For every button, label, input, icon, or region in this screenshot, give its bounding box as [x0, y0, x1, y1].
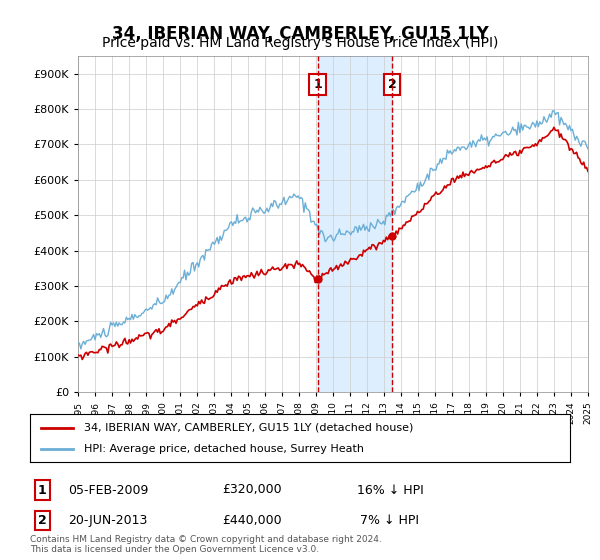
Text: 34, IBERIAN WAY, CAMBERLEY, GU15 1LY: 34, IBERIAN WAY, CAMBERLEY, GU15 1LY [112, 25, 488, 43]
Bar [317, 56, 392, 392]
Text: 1: 1 [38, 483, 46, 497]
Text: 34, IBERIAN WAY, CAMBERLEY, GU15 1LY (detached house): 34, IBERIAN WAY, CAMBERLEY, GU15 1LY (de… [84, 423, 413, 433]
Text: HPI: Average price, detached house, Surrey Heath: HPI: Average price, detached house, Surr… [84, 444, 364, 454]
Text: 2: 2 [388, 78, 397, 91]
Text: Price paid vs. HM Land Registry's House Price Index (HPI): Price paid vs. HM Land Registry's House … [102, 36, 498, 50]
Text: 20-JUN-2013: 20-JUN-2013 [68, 514, 148, 528]
Text: 1: 1 [313, 78, 322, 91]
Text: 7% ↓ HPI: 7% ↓ HPI [361, 514, 419, 528]
Text: 2: 2 [38, 514, 46, 528]
Text: 16% ↓ HPI: 16% ↓ HPI [356, 483, 424, 497]
Text: £440,000: £440,000 [222, 514, 282, 528]
Text: £320,000: £320,000 [222, 483, 282, 497]
Text: 05-FEB-2009: 05-FEB-2009 [68, 483, 148, 497]
Text: Contains HM Land Registry data © Crown copyright and database right 2024.
This d: Contains HM Land Registry data © Crown c… [30, 535, 382, 554]
